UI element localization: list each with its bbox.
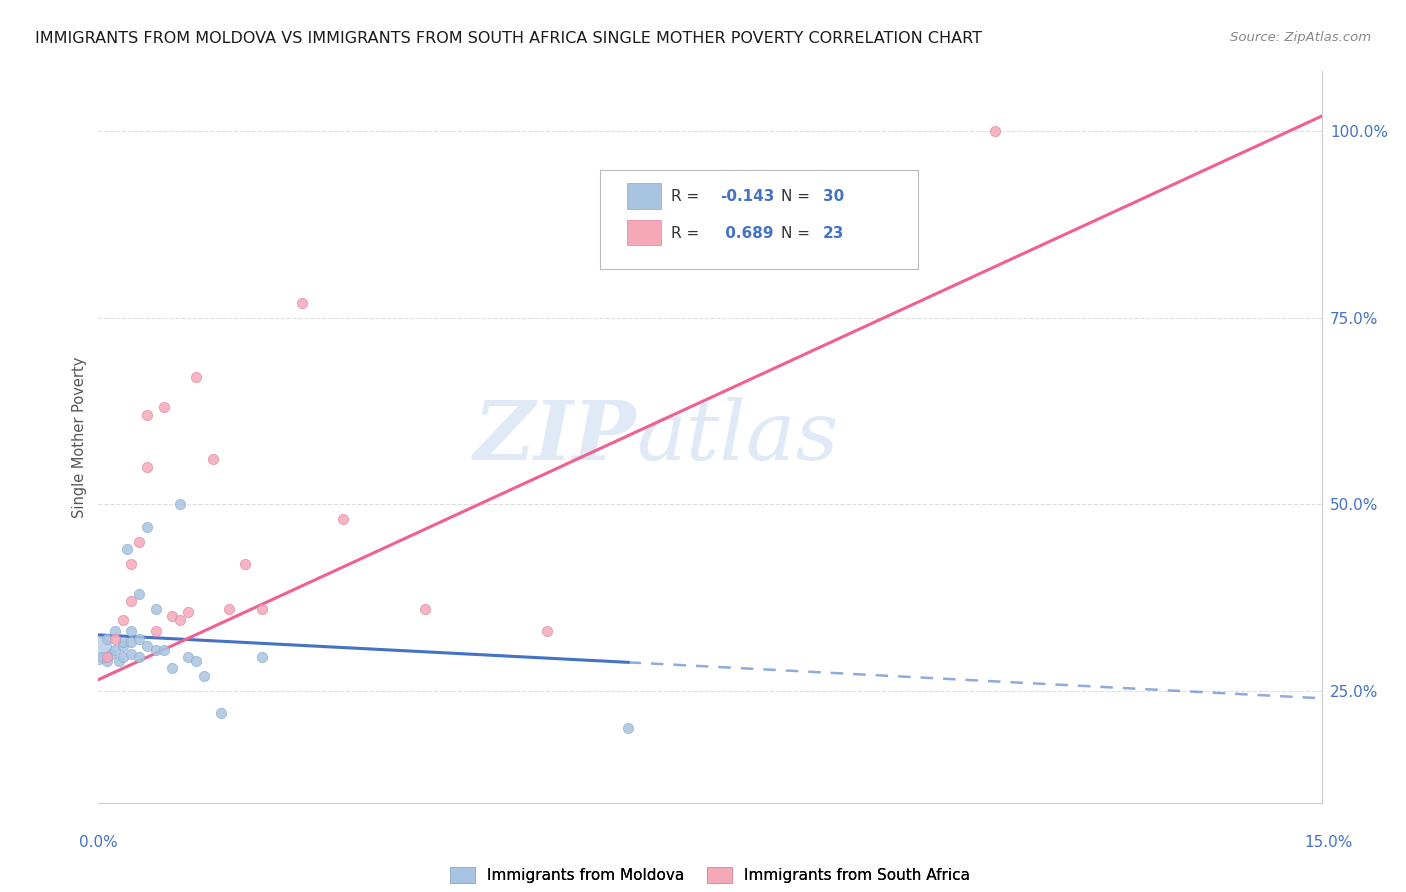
Text: Source: ZipAtlas.com: Source: ZipAtlas.com [1230, 31, 1371, 45]
Point [413, 601, 436, 615]
Point [145, 642, 167, 657]
Point [536, 624, 558, 639]
Point [100, 647, 122, 661]
Point [250, 601, 273, 615]
Point [218, 601, 240, 615]
Point [291, 295, 314, 310]
Point [104, 632, 127, 646]
Point [128, 587, 150, 601]
Point [984, 124, 1007, 138]
Text: 0.689: 0.689 [720, 226, 773, 241]
Point [120, 594, 142, 608]
Point [160, 661, 183, 675]
Point [136, 639, 159, 653]
Text: 30: 30 [823, 189, 844, 204]
Point [152, 401, 174, 415]
Point [96, 654, 118, 668]
Point [209, 706, 232, 721]
Point [87, 642, 110, 657]
Text: atlas: atlas [637, 397, 839, 477]
Point [177, 606, 200, 620]
Point [177, 650, 200, 665]
Point [186, 654, 208, 668]
Point [120, 635, 142, 649]
Text: IMMIGRANTS FROM MOLDOVA VS IMMIGRANTS FROM SOUTH AFRICA SINGLE MOTHER POVERTY CO: IMMIGRANTS FROM MOLDOVA VS IMMIGRANTS FR… [35, 31, 983, 46]
Text: N =: N = [780, 226, 815, 241]
Point [128, 650, 150, 665]
Point [96, 650, 118, 665]
Point [120, 557, 142, 571]
Point [186, 370, 208, 384]
Point [136, 459, 159, 474]
FancyBboxPatch shape [600, 170, 918, 268]
Point [136, 408, 159, 422]
Point [201, 452, 224, 467]
Point [193, 669, 215, 683]
Text: R =: R = [671, 189, 704, 204]
Point [104, 624, 127, 639]
Point [332, 512, 354, 526]
Point [128, 534, 150, 549]
Text: 0.0%: 0.0% [79, 836, 118, 850]
FancyBboxPatch shape [627, 219, 661, 245]
Point [111, 613, 134, 627]
Point [169, 613, 191, 627]
Point [169, 497, 191, 511]
Text: ZIP: ZIP [474, 397, 637, 477]
Text: 15.0%: 15.0% [1305, 836, 1353, 850]
Point [136, 519, 159, 533]
Point [152, 642, 174, 657]
Y-axis label: Single Mother Poverty: Single Mother Poverty [72, 357, 87, 517]
Point [120, 647, 142, 661]
Point [160, 609, 183, 624]
Point [617, 721, 640, 735]
Point [108, 654, 131, 668]
Point [120, 624, 142, 639]
Text: R =: R = [671, 226, 704, 241]
Point [91, 650, 114, 665]
Point [111, 639, 134, 653]
Point [111, 635, 134, 649]
Point [115, 542, 138, 557]
Text: N =: N = [780, 189, 815, 204]
Legend: Immigrants from Moldova, Immigrants from South Africa: Immigrants from Moldova, Immigrants from… [450, 867, 970, 883]
Point [96, 632, 118, 646]
Point [104, 642, 127, 657]
Point [111, 650, 134, 665]
Point [145, 624, 167, 639]
FancyBboxPatch shape [627, 183, 661, 209]
Point [250, 650, 273, 665]
Point [145, 601, 167, 615]
Text: 23: 23 [823, 226, 844, 241]
Point [128, 632, 150, 646]
Text: -0.143: -0.143 [720, 189, 775, 204]
Point [233, 557, 256, 571]
